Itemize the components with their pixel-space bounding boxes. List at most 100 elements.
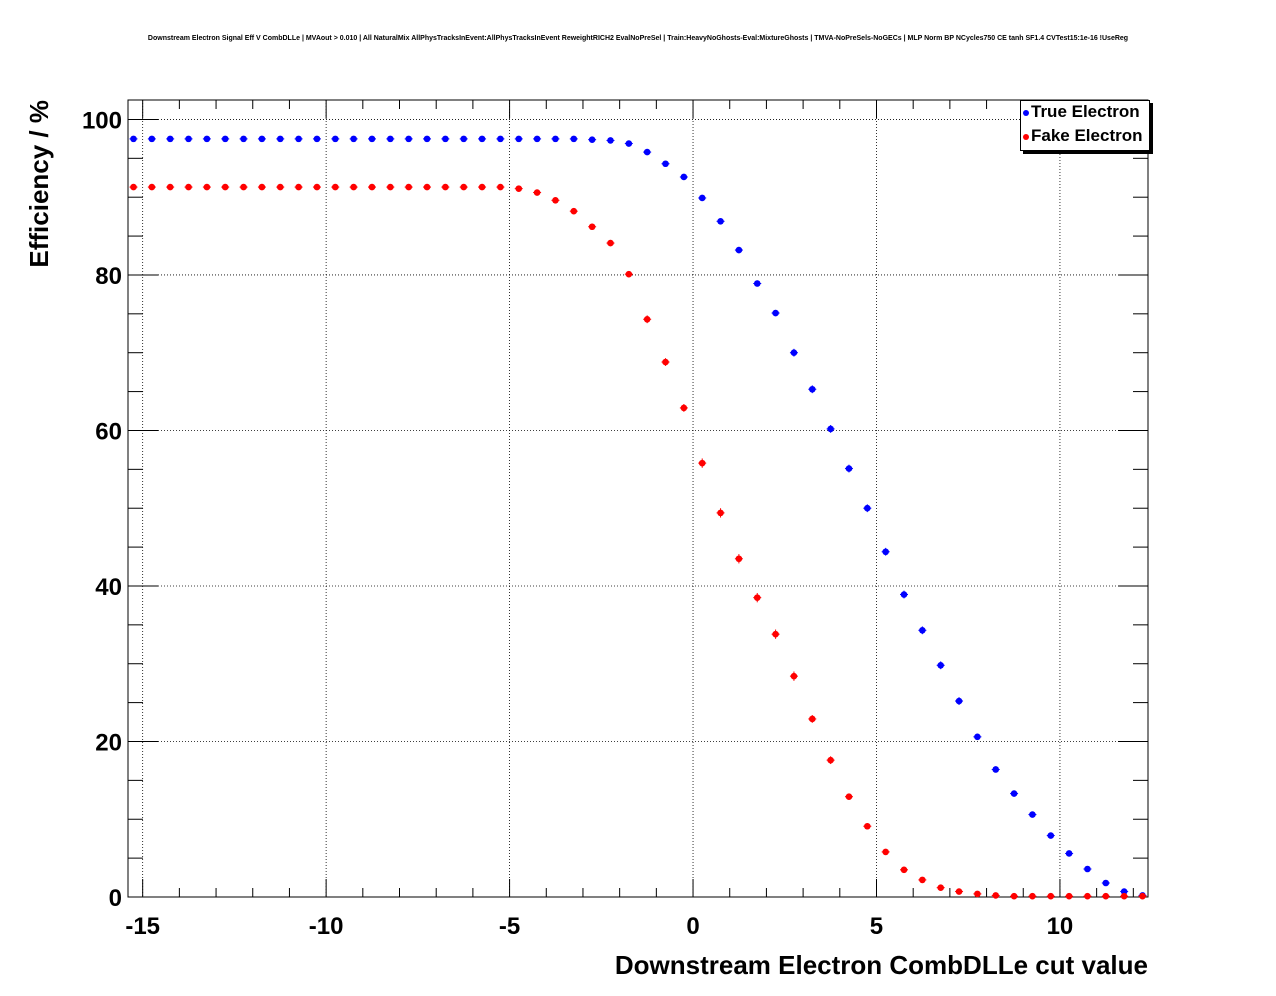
data-point (295, 135, 302, 143)
data-point (276, 135, 284, 143)
axes (127, 99, 1149, 898)
data-point (974, 890, 981, 898)
data-point (203, 135, 211, 143)
legend: True Electron Fake Electron (1020, 100, 1150, 151)
legend-entry-true-electron: True Electron (1023, 101, 1140, 123)
data-point (772, 630, 779, 638)
data-point (130, 135, 137, 143)
data-point (221, 183, 229, 191)
x-tick-labels: -15 -10 -5 0 5 10 (125, 913, 1073, 940)
data-point (350, 135, 357, 143)
data-point (1120, 892, 1128, 900)
plot-frame (127, 99, 1149, 898)
data-point (625, 270, 633, 278)
data-point (607, 239, 614, 247)
data-point (423, 135, 431, 143)
data-point (662, 160, 669, 168)
data-point (332, 183, 339, 191)
data-point (405, 183, 412, 191)
data-point (533, 189, 541, 196)
y-axis-title: Efficiency / % (24, 100, 54, 268)
legend-marker-icon (1023, 133, 1029, 140)
data-point (955, 697, 963, 705)
y-tick-label: 80 (95, 263, 122, 290)
data-point (882, 848, 889, 856)
data-point (1084, 892, 1091, 900)
data-point (1047, 892, 1055, 900)
data-point (570, 207, 578, 215)
data-point (258, 135, 266, 143)
data-point (497, 183, 504, 191)
data-point (790, 349, 798, 357)
data-point (919, 626, 926, 634)
data-point (130, 183, 137, 191)
legend-label: Fake Electron (1031, 126, 1143, 145)
data-point (166, 135, 174, 143)
data-point (442, 183, 449, 191)
chart-title: Downstream Electron Signal Eff V CombDLL… (147, 35, 1129, 42)
data-point (221, 135, 229, 143)
data-point (1065, 892, 1073, 900)
y-tick-label: 20 (95, 729, 122, 756)
data-point (1029, 811, 1036, 818)
data-point (497, 135, 504, 143)
grid (128, 100, 1148, 898)
data-point (276, 183, 284, 191)
data-point (1065, 850, 1073, 857)
data-point (1102, 892, 1110, 900)
series-true-electron (129, 135, 1147, 899)
data-point (332, 135, 339, 143)
x-axis-title: Downstream Electron CombDLLe cut value (615, 950, 1148, 980)
data-point (423, 183, 431, 191)
data-point (387, 135, 394, 143)
data-point (1010, 892, 1018, 900)
data-point (864, 504, 871, 512)
data-point (735, 246, 743, 254)
x-tick-label: 10 (1047, 913, 1074, 940)
data-point (698, 459, 706, 467)
data-point (166, 183, 174, 191)
y-tick-labels: 0 20 40 60 80 100 (82, 107, 122, 912)
x-tick-label: -15 (125, 913, 160, 940)
data-point (1029, 892, 1036, 900)
data-point (460, 135, 468, 143)
data-point (974, 733, 981, 741)
x-tick-label: -5 (499, 913, 520, 940)
data-point (588, 136, 596, 143)
data-point (753, 594, 761, 601)
data-point (185, 135, 192, 143)
data-point (900, 866, 908, 874)
data-point (845, 793, 853, 800)
data-point (790, 672, 798, 680)
data-point (368, 135, 376, 143)
data-point (937, 884, 944, 891)
x-tick-label: 5 (870, 913, 883, 940)
data-point (533, 135, 541, 143)
data-point (1084, 865, 1091, 873)
data-point (515, 185, 523, 192)
data-point (992, 892, 1000, 899)
legend-label: True Electron (1031, 102, 1140, 121)
data-point (827, 425, 834, 433)
data-point (552, 135, 559, 143)
data-point (1102, 879, 1110, 887)
data-point (1047, 832, 1055, 839)
data-point (827, 756, 834, 764)
data-point (478, 135, 486, 143)
data-point (717, 509, 724, 517)
data-point (919, 876, 926, 884)
data-point (717, 217, 724, 225)
data-point (698, 194, 706, 202)
x-tick-label: -10 (309, 913, 344, 940)
y-tick-label: 40 (95, 574, 122, 601)
data-point (258, 183, 266, 191)
data-point (753, 280, 761, 287)
y-tick-label: 0 (109, 885, 122, 912)
data-point (295, 183, 302, 191)
data-point (203, 183, 211, 191)
data-point (240, 183, 247, 191)
series-fake-electron (129, 183, 1147, 900)
data-point (900, 591, 908, 598)
x-tick-label: 0 (686, 913, 699, 940)
